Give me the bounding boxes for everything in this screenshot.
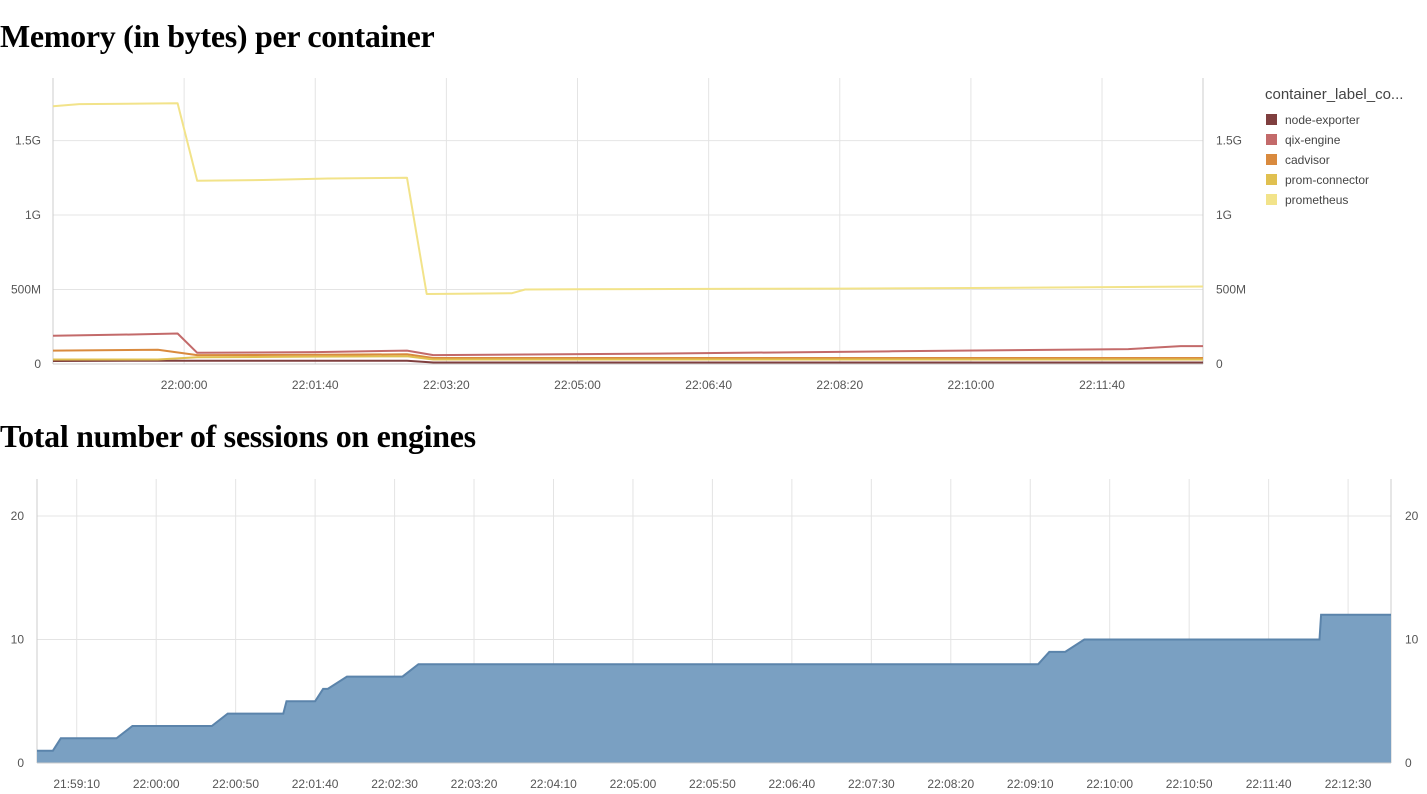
memory-chart: 22:00:00 22:01:40 22:03:20 22:05:00 22:06:40… [11,78,1403,392]
legend-swatch-cadvisor [1266,154,1277,165]
x-tick-label: 22:11:40 [1246,777,1292,791]
x-tick-label: 22:07:30 [848,777,895,791]
legend-swatch-prometheus [1266,194,1277,205]
x-tick-label: 22:11:40 [1079,378,1125,392]
series-line-qix-engine [52,332,1203,357]
x-tick-label: 22:02:30 [371,777,418,791]
x-tick-label: 22:03:20 [423,378,470,392]
x-tick-label: 22:10:50 [1166,777,1213,791]
legend-swatch-qix-engine [1266,134,1277,145]
legend-label-prom-connector: prom-connector [1285,173,1369,187]
y-tick-label-left: 20 [11,509,25,523]
y-tick-label-left: 0 [17,756,24,770]
memory-chart-title: Memory (in bytes) per container [0,18,435,54]
legend-swatch-prom-connector [1266,174,1277,185]
y-tick-label-right: 0 [1216,357,1223,371]
x-tick-label: 21:59:10 [53,777,100,791]
x-tick-label: 22:05:00 [610,777,657,791]
y-tick-label-left: 500M [11,283,41,297]
legend-label-qix-engine: qix-engine [1285,133,1341,147]
x-tick-label: 22:04:10 [530,777,577,791]
y-tick-label-right: 20 [1405,509,1419,523]
y-tick-label-left: 0 [34,357,41,371]
y-tick-label-left: 1G [25,208,41,222]
y-tick-label-right: 10 [1405,633,1419,647]
y-tick-label-left: 10 [11,633,25,647]
x-tick-label: 22:10:00 [1086,777,1133,791]
y-tick-label-right: 0 [1405,756,1412,770]
x-tick-label: 22:05:50 [689,777,736,791]
legend-title: container_label_co... [1265,86,1403,103]
y-tick-label-left: 1.5G [15,134,41,148]
x-tick-label: 22:09:10 [1007,777,1054,791]
x-tick-label: 22:00:00 [133,777,180,791]
x-tick-label: 22:00:50 [212,777,259,791]
series-line-prom-connector [53,355,1203,361]
sessions-area [37,614,1391,763]
series-line-prometheus [52,102,1204,295]
x-tick-label: 22:10:00 [948,378,995,392]
legend-label-prometheus: prometheus [1285,193,1348,207]
x-tick-label: 22:06:40 [769,777,816,791]
x-tick-label: 22:06:40 [685,378,732,392]
sessions-line [37,613,1391,752]
x-tick-label: 22:01:40 [292,777,339,791]
x-tick-label: 22:00:00 [161,378,208,392]
x-tick-label: 22:08:20 [927,777,974,791]
series-line-node-exporter [52,359,1203,364]
sessions-chart-title: Total number of sessions on engines [0,418,476,454]
legend-label-node-exporter: node-exporter [1285,113,1360,127]
y-tick-label-right: 1.5G [1216,134,1242,148]
y-tick-label-right: 1G [1216,208,1232,222]
x-tick-label: 22:01:40 [292,378,339,392]
x-tick-label: 22:05:00 [554,378,601,392]
series-line-cadvisor [52,348,1203,359]
x-tick-label: 22:12:30 [1325,777,1372,791]
legend-label-cadvisor: cadvisor [1285,153,1330,167]
legend-swatch-node-exporter [1266,114,1277,125]
y-tick-label-right: 500M [1216,283,1246,297]
x-tick-label: 22:03:20 [451,777,498,791]
x-tick-label: 22:08:20 [816,378,863,392]
